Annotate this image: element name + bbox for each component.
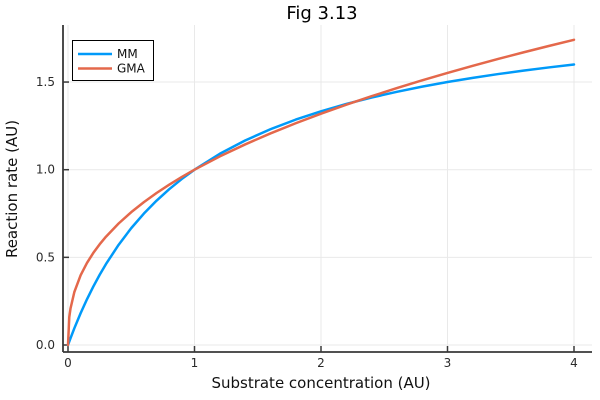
legend: MM GMA [72, 40, 154, 81]
chart-title: Fig 3.13 [286, 3, 357, 24]
grid-layer [63, 25, 592, 352]
y-tick-label: 0.0 [36, 338, 55, 352]
y-axis-label: Reaction rate (AU) [3, 120, 21, 258]
legend-label-mm: MM [117, 47, 138, 61]
x-axis-label: Substrate concentration (AU) [211, 374, 430, 392]
tick-layer: 0 1 2 3 4 0.0 0.5 1.0 1.5 [36, 75, 578, 370]
x-tick-label: 3 [444, 356, 452, 370]
series-layer [66, 38, 576, 347]
y-tick-label: 1.5 [36, 75, 55, 89]
x-tick-label: 2 [317, 356, 325, 370]
x-tick-label: 4 [570, 356, 578, 370]
y-tick-label: 0.5 [36, 250, 55, 264]
series-gma-line [66, 38, 576, 347]
legend-box [72, 40, 154, 81]
legend-label-gma: GMA [117, 62, 146, 76]
x-tick-label: 0 [64, 356, 72, 370]
axis-spines [62, 25, 592, 353]
y-tick-label: 1.0 [36, 163, 55, 177]
x-tick-label: 1 [191, 356, 199, 370]
